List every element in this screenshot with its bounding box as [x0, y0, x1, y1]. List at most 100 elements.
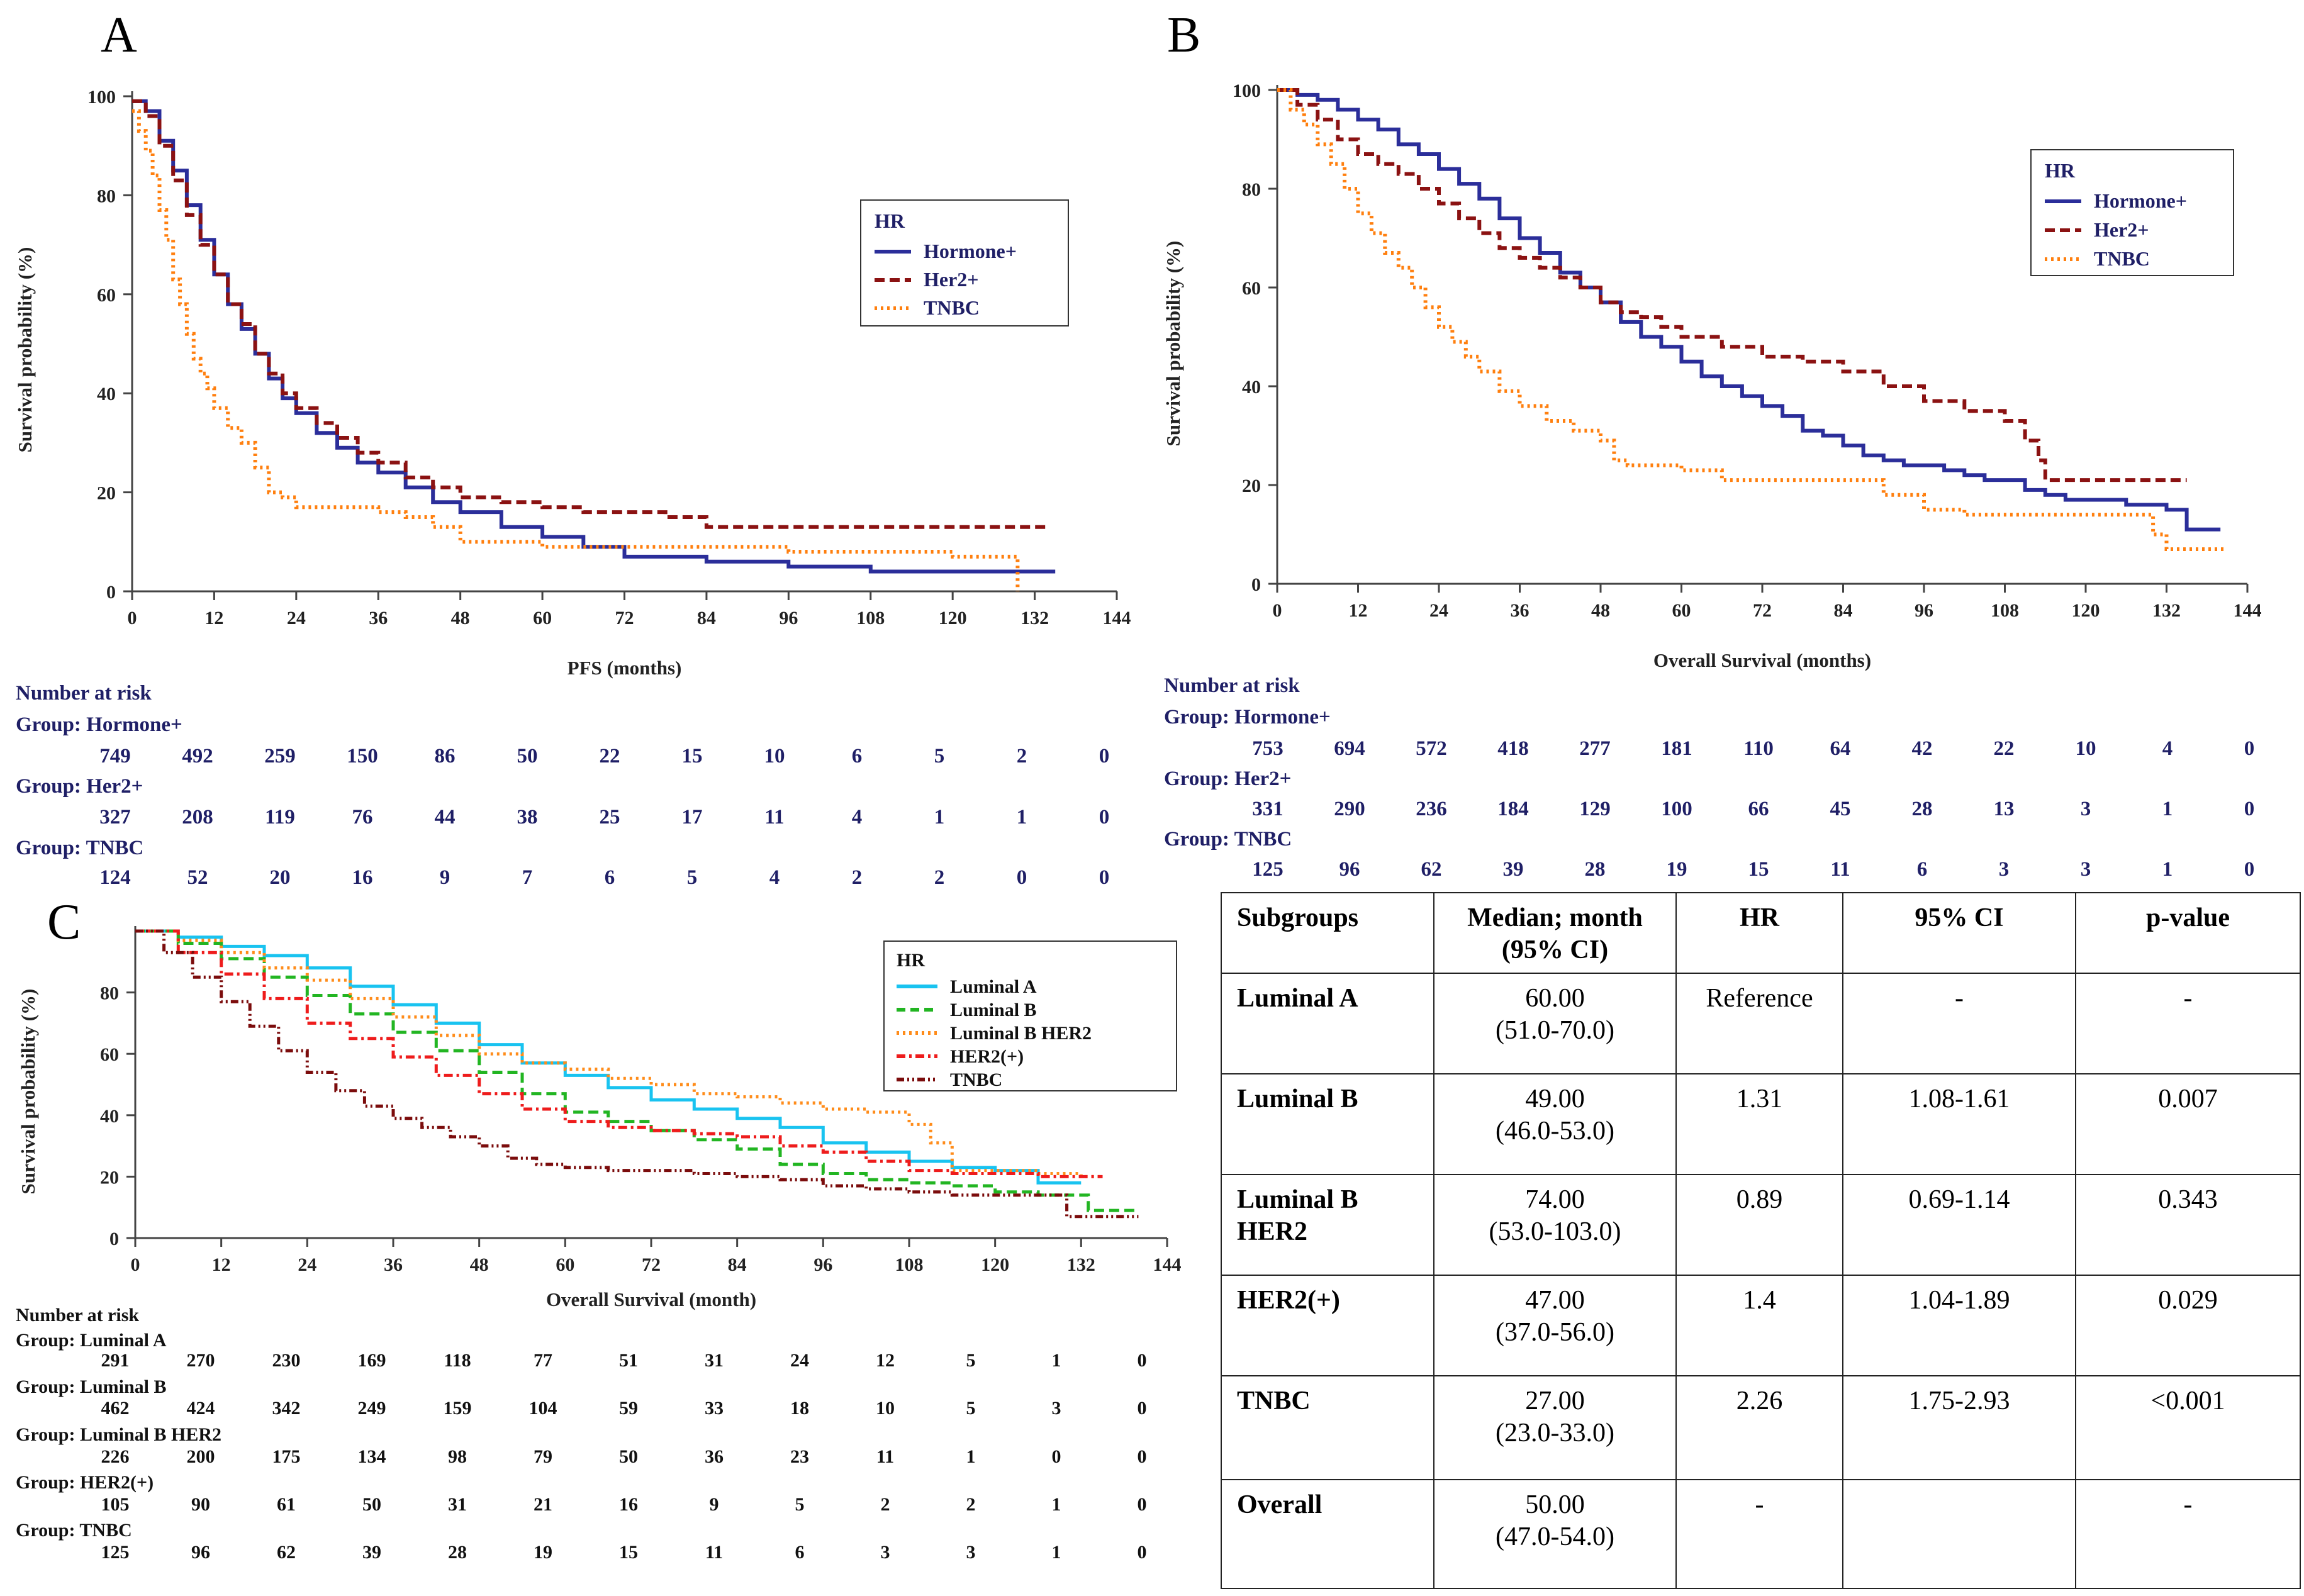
x-tick-label: 132	[1067, 1254, 1095, 1275]
x-tick-label: 144	[2234, 600, 2262, 621]
risk-count: 226	[101, 1446, 130, 1467]
y-tick-label: 0	[106, 582, 116, 603]
risk-count: 492	[182, 745, 213, 767]
risk-count: 105	[101, 1494, 130, 1515]
x-axis-label: Overall Survival (month)	[546, 1288, 756, 1310]
risk-count: 125	[101, 1542, 130, 1563]
risk-count: 3	[1052, 1398, 1061, 1419]
risk-row-tnbc-a: 124 52 20 16 9 7 6 5 4 2 2 0 0	[99, 866, 1109, 889]
risk-count: 11	[1830, 858, 1850, 881]
legend-label-hormone-a: Hormone+	[924, 240, 1017, 262]
cell-median: 47.00 (37.0-56.0)	[1433, 1275, 1677, 1376]
x-tick-label: 48	[451, 608, 470, 628]
risk-count: 6	[852, 745, 863, 767]
x-tick-label: 84	[728, 1254, 747, 1275]
risk-count: 249	[358, 1398, 386, 1419]
x-tick-label: 36	[1511, 600, 1529, 621]
risk-row-her2-c: 105 90 61 50 31 21 16 9 5 2 2 1 0	[101, 1494, 1147, 1515]
risk-count: 66	[1748, 798, 1769, 820]
risk-count: 16	[619, 1494, 638, 1515]
risk-count: 331	[1252, 798, 1283, 820]
risk-row-hormone-a: 749 492 259 150 86 50 22 15 10 6 5 2 0	[99, 745, 1109, 767]
risk-group-label-a: Group: TNBC	[16, 837, 143, 859]
risk-count: 6	[605, 866, 615, 889]
risk-count: 0	[1099, 806, 1110, 829]
risk-count: 277	[1579, 737, 1611, 760]
risk-count: 462	[101, 1398, 130, 1419]
cell-p-value: -	[2075, 1479, 2301, 1589]
hazard-ratio-table: Subgroups Median; month (95% CI) HR 95% …	[1221, 892, 2301, 1589]
cell-p-value: 0.029	[2075, 1275, 2301, 1376]
risk-count: 0	[1099, 745, 1110, 767]
cell-subgroup: Overall	[1221, 1479, 1434, 1589]
y-tick-label: 40	[100, 1106, 119, 1127]
x-tick-label: 24	[298, 1254, 316, 1275]
cell-hr: 2.26	[1675, 1375, 1843, 1480]
table-row: Luminal A 60.00 (51.0-70.0) Reference - -	[1221, 973, 2301, 1074]
x-axis-label: Overall Survival (months)	[1653, 649, 1871, 671]
x-tick-label: 108	[856, 608, 885, 628]
median-value: 49.00	[1525, 1085, 1585, 1113]
risk-count: 259	[264, 745, 296, 767]
cell-p-value: 0.007	[2075, 1073, 2301, 1175]
risk-row-tnbc-c: 125 96 62 39 28 19 15 11 6 3 3 1 0	[101, 1542, 1147, 1563]
risk-count: 169	[358, 1350, 386, 1371]
cell-ci: 1.75-2.93	[1842, 1375, 2076, 1480]
risk-count: 270	[187, 1350, 215, 1371]
risk-count: 181	[1661, 737, 1692, 760]
x-tick-label: 60	[533, 608, 552, 628]
risk-count: 15	[682, 745, 703, 767]
risk-count: 7	[522, 866, 533, 889]
risk-count: 39	[362, 1542, 381, 1563]
risk-count: 0	[2244, 737, 2255, 760]
cell-median: 27.00 (23.0-33.0)	[1433, 1375, 1677, 1480]
x-tick-label: 12	[204, 608, 223, 628]
y-tick-label: 20	[100, 1167, 119, 1188]
risk-count: 52	[187, 866, 208, 889]
risk-count: 2	[1017, 745, 1027, 767]
risk-count: 5	[966, 1350, 976, 1371]
cell-hr: 1.31	[1675, 1073, 1843, 1175]
y-tick-label: 80	[100, 983, 119, 1004]
cell-subgroup: Luminal A	[1221, 973, 1434, 1074]
risk-count: 13	[1994, 798, 2015, 820]
risk-count: 2	[852, 866, 863, 889]
cell-ci	[1842, 1479, 2076, 1589]
table-row: Luminal B 49.00 (46.0-53.0) 1.31 1.08-1.6…	[1221, 1073, 2301, 1175]
cell-hr: Reference	[1675, 973, 1843, 1074]
risk-count: 753	[1252, 737, 1283, 760]
x-tick-label: 12	[1349, 600, 1368, 621]
risk-count: 3	[2081, 798, 2091, 820]
series-line-her2	[132, 99, 1049, 529]
legend-label-luminal-a: Luminal A	[950, 976, 1037, 997]
table-row: Overall 50.00 (47.0-54.0) - -	[1221, 1479, 2301, 1589]
risk-count: 28	[448, 1542, 467, 1563]
risk-count: 90	[191, 1494, 210, 1515]
median-value: 50.00	[1525, 1490, 1585, 1519]
km-chart-subtypes: 0 12 24 36 48 60 72 84 96 108 120 132 144 0 20 40 60 80 Ov…	[17, 926, 1182, 1310]
risk-count: 110	[1743, 737, 1774, 760]
x-tick-label: 84	[697, 608, 716, 628]
risk-count: 0	[2244, 798, 2255, 820]
median-ci: (47.0-54.0)	[1496, 1522, 1614, 1552]
panel-letter-b: B	[1167, 8, 1200, 63]
risk-count: 0	[1138, 1446, 1147, 1467]
risk-count: 6	[795, 1542, 805, 1563]
risk-count: 0	[1052, 1446, 1061, 1467]
series-line-hormone	[132, 99, 1056, 574]
x-tick-label: 120	[981, 1254, 1009, 1275]
cell-ci: 0.69-1.14	[1842, 1174, 2076, 1276]
legend-title-a: HR	[875, 209, 905, 232]
risk-count: 5	[934, 745, 945, 767]
risk-count: 236	[1416, 798, 1447, 820]
legend-title-c: HR	[897, 950, 925, 971]
x-tick-label: 0	[128, 608, 137, 628]
cell-hr: -	[1675, 1479, 1843, 1589]
legend-a: HR Hormone+ Her2+ TNBC	[860, 199, 1069, 326]
cell-subgroup: Luminal B HER2	[1221, 1174, 1434, 1276]
risk-count: 129	[1579, 798, 1611, 820]
cell-ci: -	[1842, 973, 2076, 1074]
risk-title-c: Number at risk	[16, 1305, 139, 1325]
risk-count: 291	[101, 1350, 130, 1371]
cell-median: 50.00 (47.0-54.0)	[1433, 1479, 1677, 1589]
